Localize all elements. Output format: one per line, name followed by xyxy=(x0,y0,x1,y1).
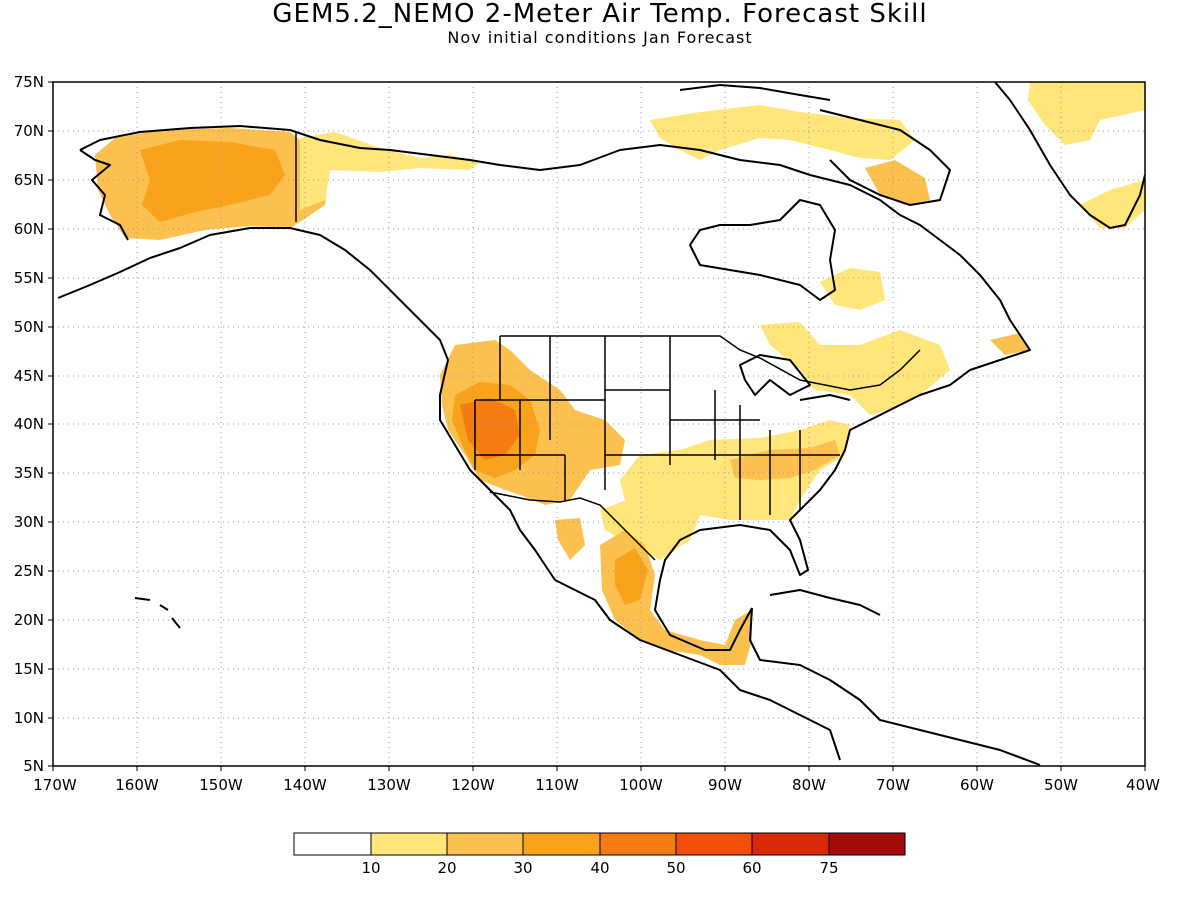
lat-label: 35N xyxy=(14,464,44,482)
legend-swatch xyxy=(751,832,830,856)
lat-labels: 75N 70N 65N 60N 55N 50N 45N 40N 35N 30N … xyxy=(14,73,44,775)
lat-label: 65N xyxy=(14,171,44,189)
skill-region-baffin xyxy=(865,160,930,205)
lat-label: 15N xyxy=(14,660,44,678)
legend-swatch xyxy=(828,832,906,856)
legend-level-label: 75 xyxy=(819,859,838,877)
color-legend: 10 20 30 40 50 60 75 xyxy=(293,832,906,877)
skill-shading xyxy=(95,82,1145,665)
coastline-cuba xyxy=(769,589,881,616)
lon-label: 130W xyxy=(367,776,411,794)
lat-label: 60N xyxy=(14,220,44,238)
lat-label: 55N xyxy=(14,269,44,287)
coastline-east xyxy=(654,174,1031,651)
legend-level-label: 20 xyxy=(437,859,456,877)
lon-label: 160W xyxy=(115,776,159,794)
skill-region-greenland-north xyxy=(1028,82,1145,145)
chart-subtitle: Nov initial conditions Jan Forecast xyxy=(447,28,753,47)
lon-label: 40W xyxy=(1126,776,1160,794)
lat-label: 40N xyxy=(14,415,44,433)
border-states xyxy=(474,336,840,520)
lat-label: 25N xyxy=(14,562,44,580)
skill-region-arctic xyxy=(650,105,915,160)
skill-region-hudson-east xyxy=(820,268,885,310)
coastline-arctic xyxy=(499,144,811,176)
legend-swatch xyxy=(522,832,601,856)
lon-label: 60W xyxy=(960,776,994,794)
lon-label: 50W xyxy=(1044,776,1078,794)
lon-label: 120W xyxy=(451,776,495,794)
border-us-mexico xyxy=(489,491,656,561)
legend-level-label: 60 xyxy=(742,859,761,877)
coastline-great-lakes xyxy=(739,354,851,401)
coastline-central-america xyxy=(749,607,1041,766)
gridlines xyxy=(53,82,1145,766)
legend-swatch xyxy=(293,832,372,856)
coastline-baffin xyxy=(819,109,951,206)
skill-region-alaska-core xyxy=(140,140,285,222)
skill-region-texas xyxy=(600,495,700,560)
legend-swatch xyxy=(446,832,524,856)
legend-swatch xyxy=(370,832,448,856)
lon-label: 140W xyxy=(283,776,327,794)
coastline-greenland xyxy=(994,82,1145,229)
coastline-pacific-mexico xyxy=(554,579,841,761)
legend-level-label: 50 xyxy=(666,859,685,877)
lat-label: 75N xyxy=(14,73,44,91)
skill-region-baja xyxy=(555,518,585,560)
coastline-hawaii xyxy=(134,597,181,629)
legend-level-label: 10 xyxy=(361,859,380,877)
borders xyxy=(295,132,921,561)
lat-label: 10N xyxy=(14,709,44,727)
skill-region-mexico-core xyxy=(615,548,648,605)
coastline-hudson xyxy=(689,199,836,301)
skill-region-tennessee xyxy=(730,440,840,480)
axis-ticks xyxy=(48,81,1146,771)
skill-region-quebec xyxy=(760,322,950,415)
coastline-alaska-west xyxy=(79,149,129,241)
lon-labels: 170W 160W 150W 140W 130W 120W 110W 100W … xyxy=(33,776,1160,794)
lat-label: 20N xyxy=(14,611,44,629)
coastline-alaska-north xyxy=(79,125,501,166)
legend-level-label: 40 xyxy=(590,859,609,877)
lon-label: 150W xyxy=(199,776,243,794)
legend-level-label: 30 xyxy=(513,859,532,877)
lat-label: 70N xyxy=(14,122,44,140)
legend-swatch xyxy=(599,832,677,856)
lon-label: 100W xyxy=(619,776,663,794)
lon-label: 170W xyxy=(33,776,77,794)
border-us-canada xyxy=(500,335,921,391)
lat-label: 45N xyxy=(14,367,44,385)
lon-label: 110W xyxy=(535,776,579,794)
lon-label: 90W xyxy=(708,776,742,794)
skill-region-yukon xyxy=(300,132,480,210)
chart-title: GEM5.2_NEMO 2-Meter Air Temp. Forecast S… xyxy=(272,0,928,29)
lat-label: 5N xyxy=(23,757,44,775)
lat-label: 50N xyxy=(14,318,44,336)
skill-region-newfoundland xyxy=(990,333,1030,355)
lon-label: 80W xyxy=(792,776,826,794)
lat-label: 30N xyxy=(14,513,44,531)
legend-swatch xyxy=(675,832,753,856)
coastline-ellesmere xyxy=(679,84,831,101)
lon-label: 70W xyxy=(876,776,910,794)
